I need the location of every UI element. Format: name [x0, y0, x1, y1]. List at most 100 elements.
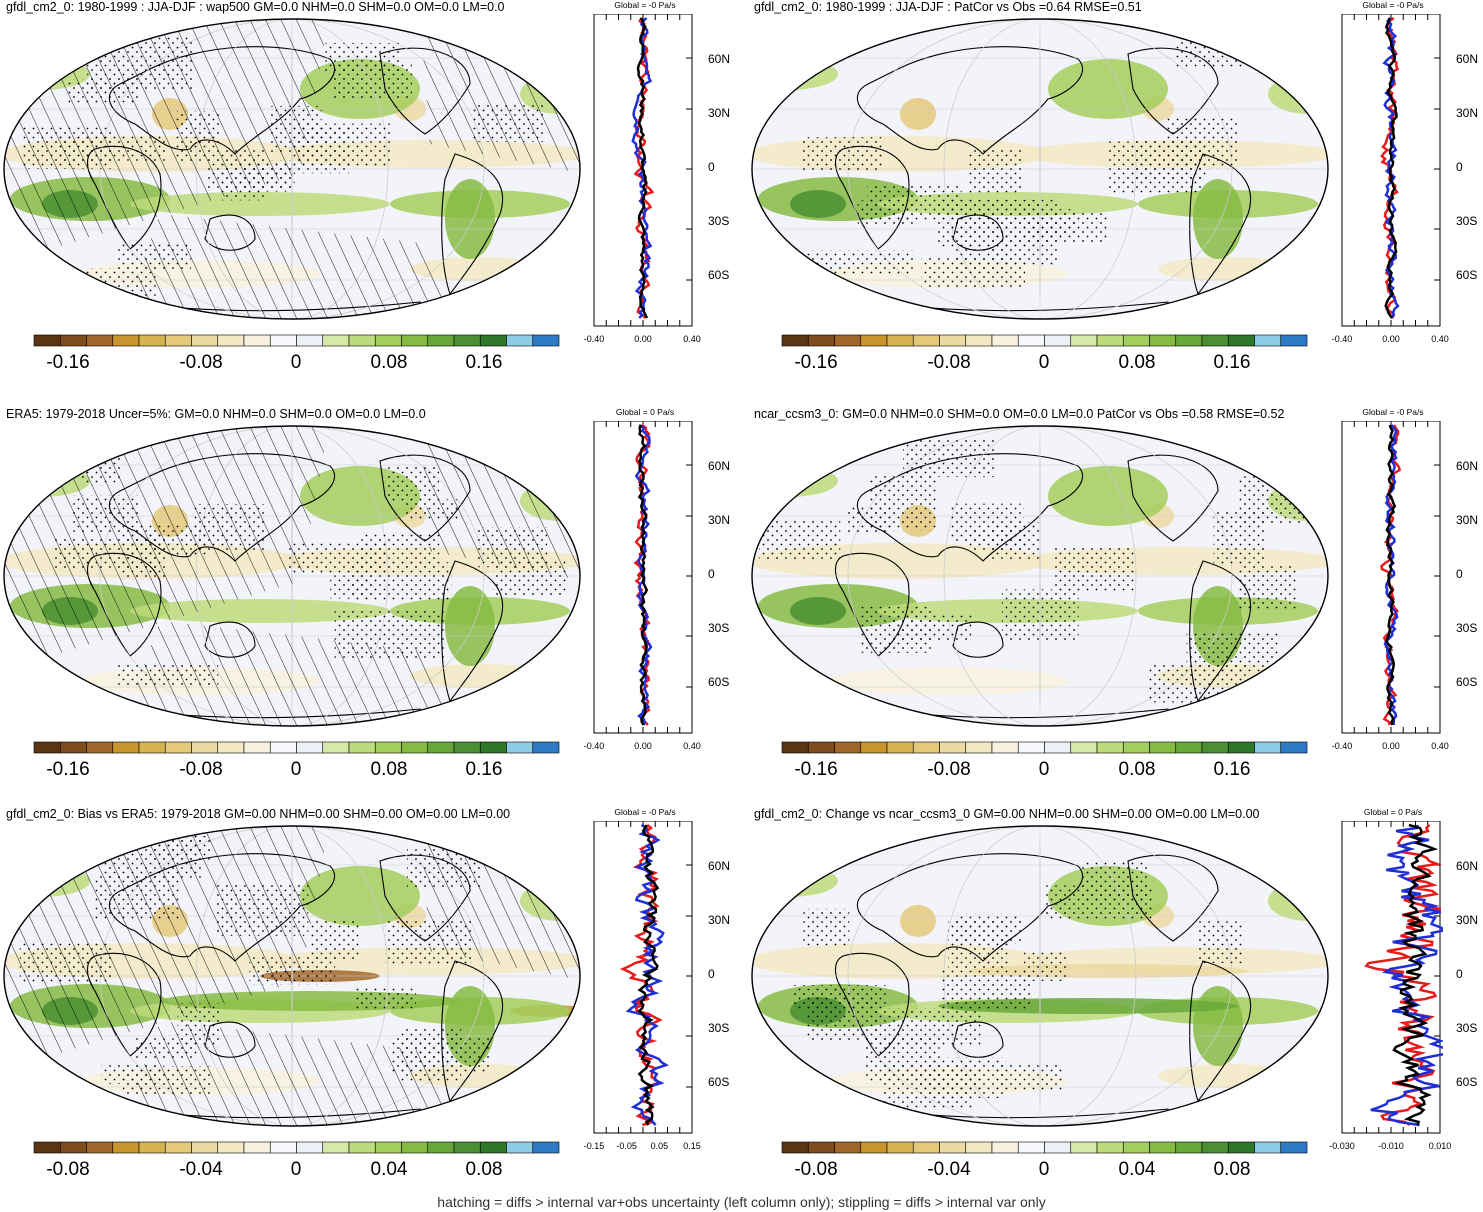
profile-xtick-label: -0.40 [583, 741, 605, 751]
colorbar-swatch [1254, 334, 1282, 347]
profile-title: Global = -0 Pa/s [614, 807, 676, 817]
colorbar-swatch [427, 741, 455, 754]
colorbar-swatch [965, 1141, 993, 1154]
latitude-label: 0 [1456, 567, 1463, 581]
colorbar-swatch [506, 741, 534, 754]
map-robinson [3, 18, 581, 320]
panel-title: gfdl_cm2_0: Change vs ncar_ccsm3_0 GM=0.… [754, 807, 1260, 821]
colorbar [781, 741, 1308, 754]
colorbar-swatch [322, 334, 350, 347]
colorbar-label: 0.16 [1213, 759, 1251, 780]
colorbar-swatch [912, 334, 940, 347]
colorbar-label: -0.16 [46, 352, 90, 373]
colorbar [781, 1141, 1308, 1154]
colorbar-swatch [191, 334, 219, 347]
colorbar-label: -0.16 [46, 759, 90, 780]
colorbar-label: -0.08 [927, 759, 971, 780]
zonal-mean-profile [593, 14, 693, 327]
colorbar-swatch [1070, 334, 1098, 347]
latitude-label: 30S [708, 621, 730, 635]
colorbar-label: 0.16 [465, 759, 503, 780]
colorbar-swatch [939, 741, 967, 754]
colorbar-swatch [532, 741, 560, 754]
profile-red-line [1364, 824, 1443, 1127]
colorbar-label: 0.08 [370, 759, 408, 780]
colorbar-swatch [807, 1141, 835, 1154]
colorbar-swatch [1227, 334, 1255, 347]
profile-xtick-label: -0.40 [583, 334, 605, 344]
latitude-label: 30N [1456, 106, 1479, 120]
colorbar-swatch [479, 1141, 507, 1154]
colorbar-swatch [243, 1141, 271, 1154]
profile-xtick-label: 0.00 [1382, 741, 1400, 751]
colorbar [33, 1141, 560, 1154]
colorbar-swatch [1044, 334, 1072, 347]
colorbar-label: -0.04 [927, 1159, 971, 1180]
panel-gfdl-bias: gfdl_cm2_0: Bias vs ERA5: 1979-2018 GM=0… [0, 807, 740, 1212]
colorbar-swatch [1149, 334, 1177, 347]
colorbar-swatch [1201, 334, 1229, 347]
colorbar-swatch [86, 334, 114, 347]
profile-xtick-label: -0.030 [1329, 1141, 1355, 1151]
panel-gfdl-seasonal: gfdl_cm2_0: 1980-1999 : JJA-DJF : wap500… [0, 0, 740, 405]
colorbar-swatch [1044, 741, 1072, 754]
latitude-label: 60S [708, 1075, 730, 1089]
colorbar-swatch [781, 741, 809, 754]
profile-xtick-label: 0.15 [683, 1141, 701, 1151]
colorbar-label: -0.08 [179, 352, 223, 373]
colorbar-swatch [1175, 741, 1203, 754]
colorbar-swatch [243, 334, 271, 347]
colorbar-swatch [164, 741, 192, 754]
latitude-label: 60N [708, 459, 731, 473]
colorbar-swatch [33, 741, 61, 754]
colorbar-swatch [886, 741, 914, 754]
latitude-label: 0 [1456, 160, 1463, 174]
colorbar-swatch [807, 334, 835, 347]
map-robinson [3, 425, 581, 727]
colorbar-swatch [1227, 1141, 1255, 1154]
colorbar-swatch [217, 334, 245, 347]
colorbar-swatch [138, 1141, 166, 1154]
profile-xtick-label: 0.00 [634, 334, 652, 344]
continent-outline [834, 552, 910, 657]
colorbar-label: 0 [1038, 1159, 1050, 1180]
colorbar-swatch [834, 1141, 862, 1154]
profile-blue-line [1370, 824, 1443, 1127]
colorbar-swatch [1280, 1141, 1308, 1154]
panel-ncar-ccsm3: ncar_ccsm3_0: GM=0.0 NHM=0.0 SHM=0.0 OM=… [748, 407, 1483, 812]
colorbar-swatch [1280, 334, 1308, 347]
panel-title: ncar_ccsm3_0: GM=0.0 NHM=0.0 SHM=0.0 OM=… [754, 407, 1285, 421]
colorbar-swatch [112, 741, 140, 754]
profile-title: Global = -0 Pa/s [1362, 0, 1424, 10]
colorbar-swatch [506, 334, 534, 347]
profile-xtick-label: 0.05 [650, 1141, 669, 1151]
zonal-mean-profile [593, 821, 693, 1134]
colorbar-swatch [506, 1141, 534, 1154]
colorbar-swatch [886, 1141, 914, 1154]
colorbar-swatch [1122, 741, 1150, 754]
profile-xtick-label: -0.010 [1378, 1141, 1404, 1151]
continent-outline [952, 621, 1004, 658]
continent-outline [1189, 153, 1252, 296]
continent-outline [1189, 960, 1252, 1103]
colorbar-swatch [1122, 334, 1150, 347]
colorbar-swatch [1201, 1141, 1229, 1154]
profile-xtick-label: 0.40 [683, 741, 701, 751]
colorbar-swatch [86, 741, 114, 754]
profile-xtick-label: -0.05 [616, 1141, 637, 1151]
latitude-label: 60S [708, 268, 730, 282]
colorbar-swatch [59, 741, 87, 754]
continent-outline [441, 153, 504, 296]
profile-xtick-label: 0.40 [683, 334, 701, 344]
latitude-label: 30S [1456, 621, 1478, 635]
colorbar-label: -0.08 [794, 1159, 838, 1180]
latitude-label: 60S [1456, 1075, 1478, 1089]
colorbar-swatch [401, 1141, 429, 1154]
colorbar-swatch [1070, 741, 1098, 754]
colorbar-swatch [1096, 1141, 1124, 1154]
profile-black-line [637, 424, 649, 726]
latitude-label: 30S [1456, 1021, 1478, 1035]
colorbar-swatch [269, 1141, 297, 1154]
latitude-label: 0 [708, 567, 715, 581]
colorbar-swatch [453, 1141, 481, 1154]
